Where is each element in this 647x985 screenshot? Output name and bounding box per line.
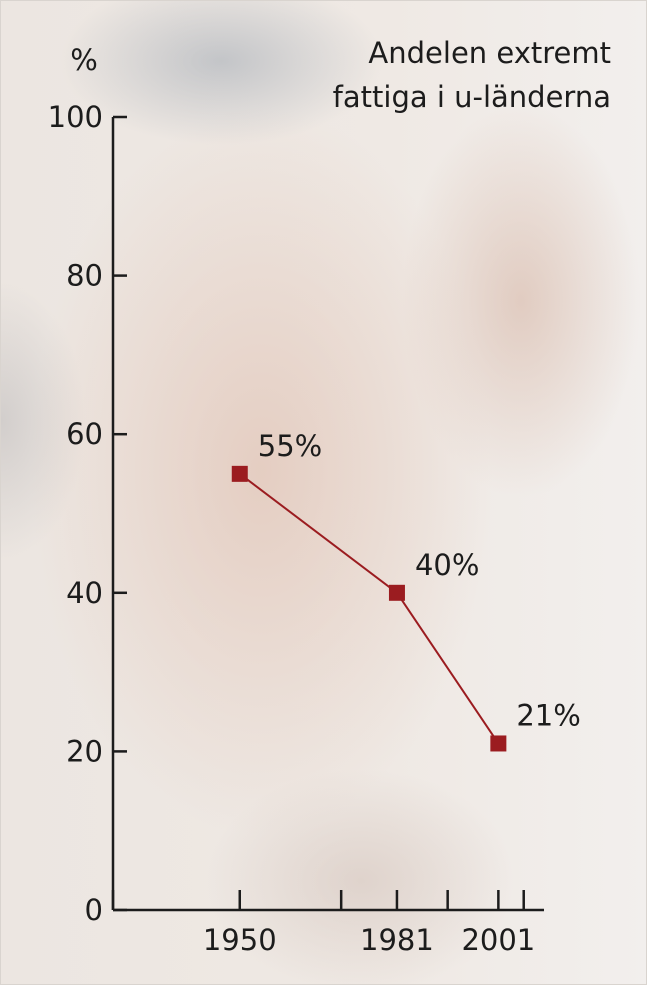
- y-tick-label: 100: [48, 100, 103, 134]
- y-tick-label: 40: [66, 576, 103, 610]
- y-tick-label: 20: [66, 734, 103, 768]
- data-label: 21%: [516, 698, 580, 732]
- data-point-marker: [388, 584, 405, 601]
- chart-title-line-2: fattiga i u-länderna: [333, 80, 611, 114]
- y-tick-label: 0: [85, 893, 103, 927]
- x-tick-label: 1950: [203, 923, 277, 957]
- y-tick-label: 80: [66, 259, 103, 293]
- x-tick-label: 1981: [360, 923, 434, 957]
- data-label: 55%: [258, 429, 322, 463]
- data-label: 40%: [415, 548, 479, 582]
- series-marks: 55% 40% 21%: [231, 429, 581, 752]
- y-axis-unit-label: %: [70, 43, 98, 77]
- series-line: [239, 473, 500, 745]
- data-point-marker: [490, 735, 507, 752]
- axes: 0 20 40 60 80 100 1950 1981 2001: [48, 100, 544, 957]
- x-tick-label: 2001: [461, 923, 535, 957]
- chart-title-line-1: Andelen extremt: [368, 36, 611, 70]
- y-tick-label: 60: [66, 417, 103, 451]
- data-point-marker: [231, 465, 248, 482]
